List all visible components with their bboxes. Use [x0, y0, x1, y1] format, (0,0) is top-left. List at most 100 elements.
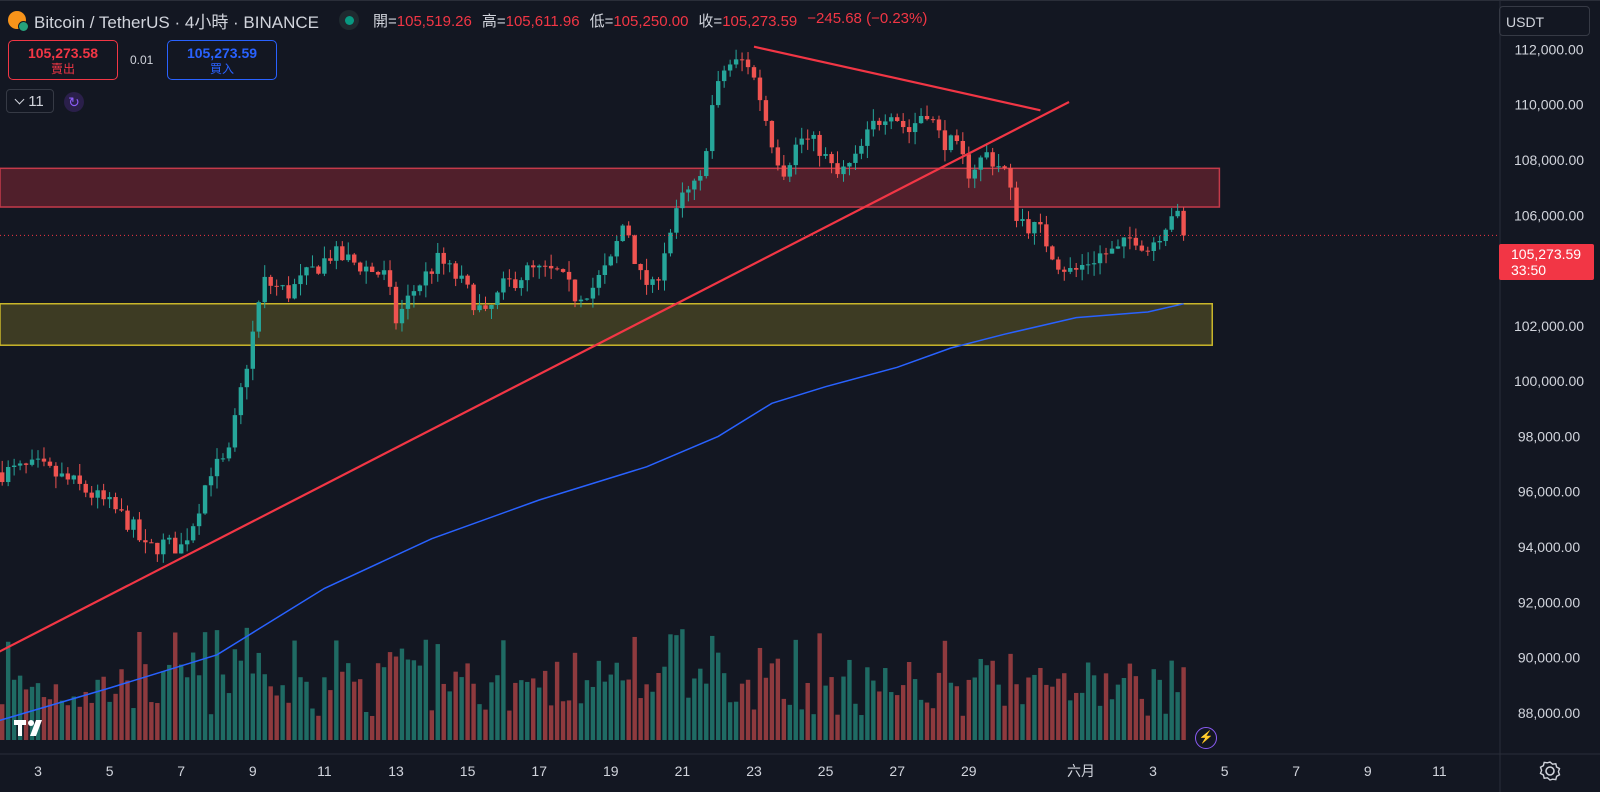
candle-body	[1050, 246, 1055, 260]
volume-bar	[1079, 692, 1085, 740]
candle-body	[1109, 248, 1115, 254]
tradingview-logo-icon[interactable]	[12, 716, 52, 740]
candle-body	[531, 265, 536, 268]
candle-body	[202, 485, 208, 514]
candle-body	[1056, 259, 1061, 270]
candle-body	[1169, 216, 1174, 230]
volume-bar	[77, 706, 82, 740]
market-status-icon[interactable]	[339, 10, 359, 30]
volume-bar	[865, 667, 870, 740]
volume-bar	[23, 689, 29, 740]
volume-bar	[292, 640, 297, 740]
currency-selector[interactable]: USDT	[1499, 6, 1590, 36]
volume-bar	[519, 680, 524, 740]
time-tick-label: 5	[106, 763, 114, 779]
candle-body	[95, 490, 100, 498]
candle-body	[328, 258, 333, 261]
candle-body	[429, 271, 434, 274]
candle-body	[334, 246, 339, 261]
volume-bar	[447, 691, 452, 740]
candle-body	[656, 279, 661, 281]
time-tick-label: 17	[531, 763, 547, 779]
volume-bar	[1062, 673, 1067, 740]
volume-bar	[1056, 678, 1061, 740]
candle-body	[298, 275, 303, 285]
volume-bar	[286, 702, 291, 740]
volume-bar	[1127, 663, 1133, 740]
sell-button[interactable]: 105,273.58 賣出	[8, 40, 118, 80]
volume-bar	[960, 715, 966, 740]
candle-body	[823, 154, 828, 156]
candle-body	[912, 123, 918, 133]
price-tick-label: 108,000.00	[1514, 152, 1584, 168]
volume-bar	[1050, 686, 1055, 740]
buy-price: 105,273.59	[186, 45, 258, 61]
volume-bar	[202, 632, 208, 740]
volume-bar	[692, 678, 697, 740]
time-tick-label: 29	[961, 763, 977, 779]
volume-bar	[895, 695, 900, 740]
candle-body	[1091, 263, 1097, 265]
buy-button[interactable]: 105,273.59 買入	[167, 40, 277, 80]
candle-body	[1085, 264, 1091, 266]
high-label: 高=	[481, 12, 506, 30]
candle-body	[793, 144, 798, 166]
candle-body	[453, 263, 458, 279]
candle-body	[232, 415, 238, 448]
settings-icon[interactable]	[1539, 760, 1561, 782]
volume-bar	[399, 648, 405, 740]
candle-body	[501, 278, 506, 293]
candle-body	[1002, 166, 1007, 168]
candle-body	[1008, 167, 1013, 188]
candle-body	[996, 166, 1001, 168]
volume-bar	[143, 664, 148, 740]
candle-body	[1145, 250, 1150, 252]
candle-body	[274, 285, 279, 287]
volume-bar	[196, 675, 202, 740]
time-tick-label: 19	[603, 763, 619, 779]
volume-bar	[954, 686, 960, 740]
indicators-toggle[interactable]: 11	[6, 89, 54, 113]
support-trendline	[0, 100, 1070, 653]
refresh-icon[interactable]: ↻	[64, 92, 84, 112]
time-tick-label: 11	[317, 763, 332, 779]
candle-body	[1163, 229, 1168, 242]
volume-bar	[638, 698, 643, 740]
lightning-icon[interactable]: ⚡	[1195, 727, 1217, 749]
candle-body	[525, 265, 530, 281]
candle-body	[340, 246, 345, 261]
volume-bar	[352, 681, 357, 740]
price-tick-label: 92,000.00	[1518, 594, 1580, 610]
volume-bar	[972, 677, 977, 740]
candle-body	[918, 115, 924, 124]
volume-bar	[596, 660, 602, 740]
candle-body	[405, 295, 411, 309]
sell-price: 105,273.58	[27, 45, 99, 61]
volume-bar	[984, 665, 989, 740]
volume-bar	[1133, 676, 1139, 740]
candle-body	[71, 475, 76, 480]
candle-body	[262, 276, 267, 303]
volume-bar	[280, 685, 285, 740]
candle-body	[799, 138, 804, 145]
candle-body	[5, 467, 11, 483]
time-tick-label: 3	[1149, 763, 1157, 779]
volume-bar	[1091, 675, 1097, 740]
candle-body	[244, 368, 250, 388]
price-tick-label: 98,000.00	[1518, 428, 1580, 444]
volume-bar	[387, 652, 393, 740]
candle-body	[83, 483, 88, 493]
bitcoin-icon	[8, 11, 29, 32]
candle-body	[489, 304, 494, 309]
volume-bar	[608, 674, 613, 740]
close-label: 收=	[698, 12, 723, 30]
symbol-title[interactable]: Bitcoin / TetherUS · 4小時 · BINANCE	[34, 12, 319, 32]
candle-body	[745, 59, 751, 68]
candle-body	[35, 458, 41, 460]
volume-bar	[417, 665, 423, 740]
volume-bar	[966, 679, 971, 740]
volume-bar	[1157, 679, 1162, 740]
candle-body	[1121, 237, 1127, 247]
